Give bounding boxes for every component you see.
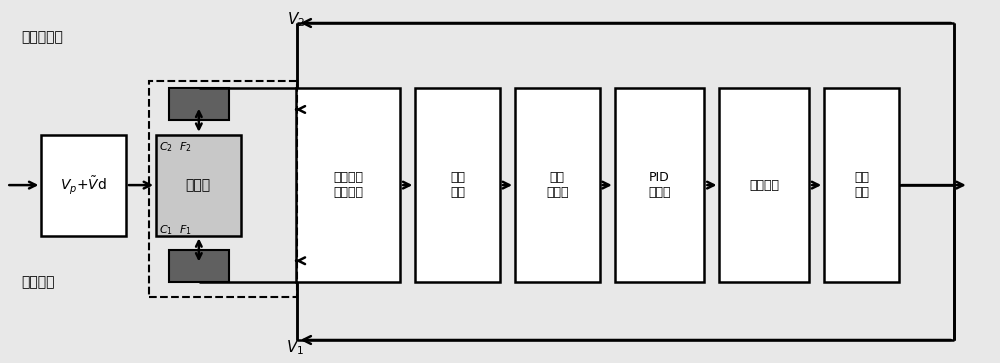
Bar — [415, 88, 500, 282]
Text: $C_1$: $C_1$ — [159, 223, 173, 237]
Bar — [515, 88, 600, 282]
Text: 电容位移
检测电路: 电容位移 检测电路 — [333, 171, 363, 199]
Text: 解调
电路: 解调 电路 — [450, 171, 465, 199]
Text: PID
控制器: PID 控制器 — [648, 171, 671, 199]
Bar — [149, 81, 297, 297]
Bar — [719, 88, 809, 282]
Text: 传感器探头: 传感器探头 — [21, 30, 63, 44]
Bar — [41, 135, 126, 236]
Bar — [169, 88, 229, 120]
Bar — [296, 88, 400, 282]
Bar — [156, 135, 241, 236]
Bar — [615, 88, 704, 282]
Text: 检测信号: 检测信号 — [21, 276, 55, 289]
Text: $V_1$: $V_1$ — [286, 338, 305, 356]
Text: $V_p$+$\tilde{V}$d: $V_p$+$\tilde{V}$d — [60, 174, 107, 196]
Text: 驱动电路: 驱动电路 — [749, 179, 779, 192]
Bar — [169, 250, 229, 282]
Text: $V_2$: $V_2$ — [287, 10, 305, 29]
Text: 质量块: 质量块 — [186, 178, 211, 192]
Text: 低通
滤波器: 低通 滤波器 — [546, 171, 569, 199]
Bar — [824, 88, 899, 282]
Text: $F_2$: $F_2$ — [179, 140, 191, 154]
Text: $C_2$: $C_2$ — [159, 140, 173, 154]
Text: $F_1$: $F_1$ — [179, 223, 192, 237]
Text: 输出
网络: 输出 网络 — [854, 171, 869, 199]
